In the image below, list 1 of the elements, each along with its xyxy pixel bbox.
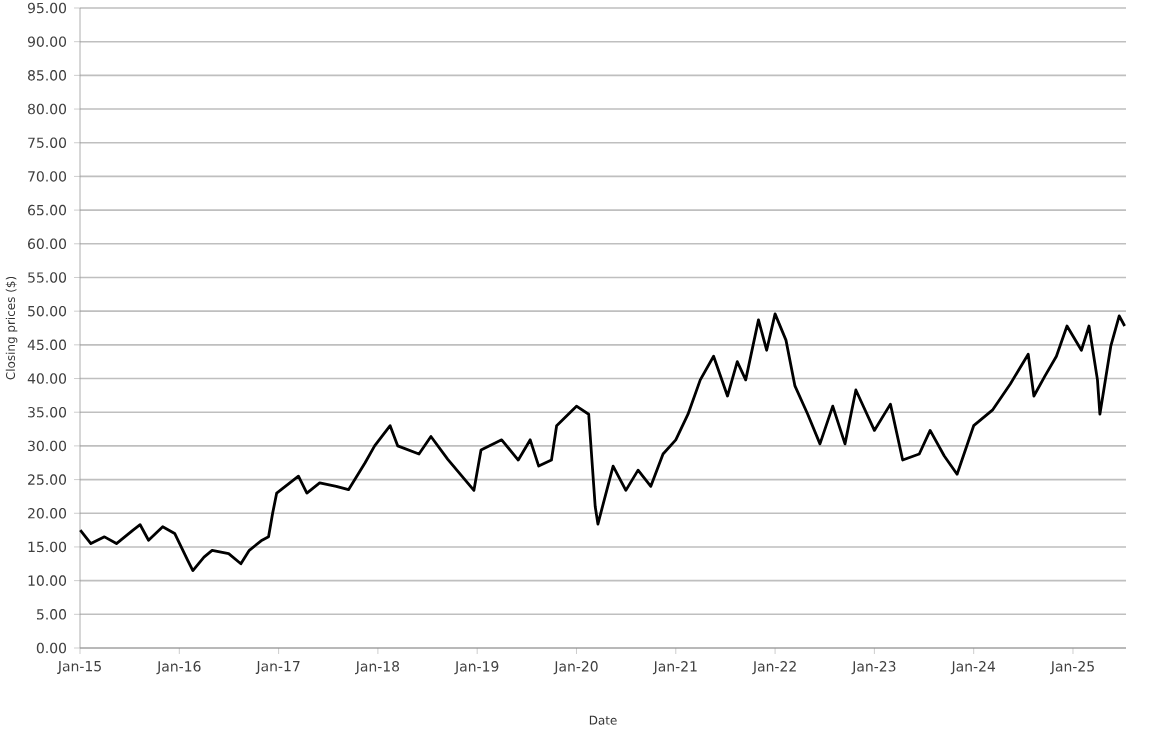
line-series bbox=[78, 312, 1127, 572]
